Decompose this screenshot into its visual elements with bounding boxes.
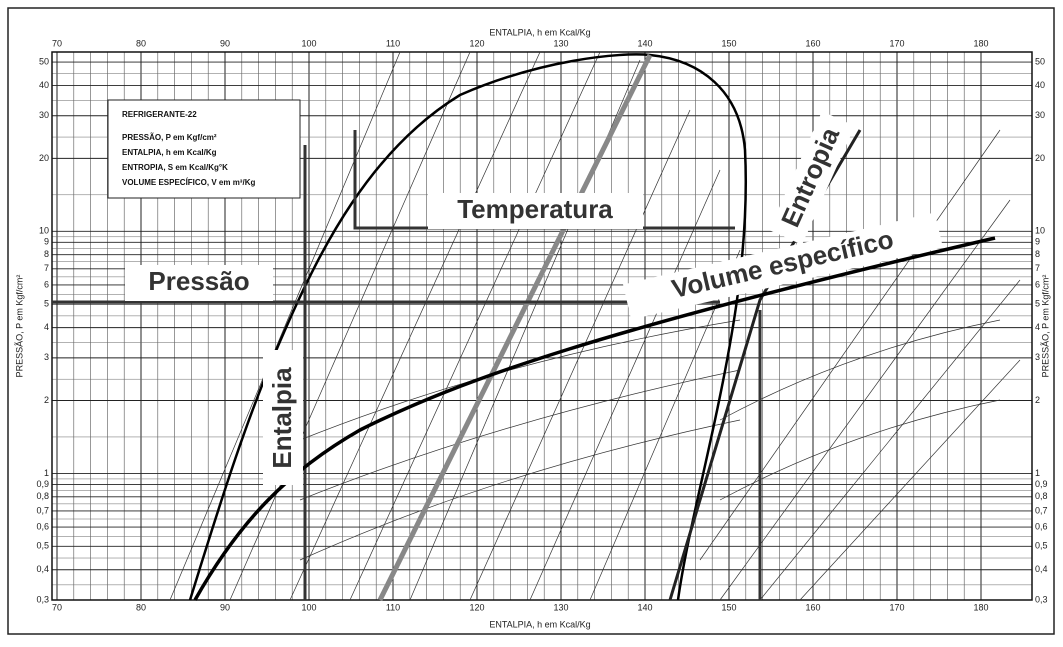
legend: REFRIGERANTE-22 PRESSÃO, P em Kgf/cm² ENTA… [122,110,255,187]
x-tick-label-bottom: 180 [973,602,988,612]
x-tick-label-top: 140 [637,38,652,48]
legend-item: PRESSÃO, P em Kgf/cm² [122,133,217,142]
y-tick-label-right: 3 [1035,352,1040,362]
y-tick-label-right: 9 [1035,237,1040,247]
x-tick-label-top: 110 [386,38,400,48]
y-tick-label-left: 0,6 [36,521,49,531]
temperature-label: Temperatura [457,194,613,224]
y-tick-label-right: 0,9 [1035,479,1048,489]
y-tick-label-left: 0,5 [36,541,49,551]
legend-item: ENTROPIA, S em Kcal/Kg°K [122,163,228,172]
x-axis-title-bottom: ENTALPIA, h em Kcal/Kg [489,619,590,629]
y-tick-label-right: 0,4 [1035,564,1048,574]
y-tick-label-left: 40 [39,80,49,90]
y-tick-label-left: 30 [39,110,49,120]
y-tick-label-left: 0,8 [36,491,49,501]
y-tick-label-left: 6 [44,279,49,289]
y-tick-label-left: 7 [44,263,49,273]
y-tick-label-left: 1 [44,468,49,478]
y-tick-label-left: 9 [44,237,49,247]
x-tick-label-top: 120 [469,38,484,48]
y-tick-label-right: 40 [1035,80,1045,90]
y-tick-label-right: 1 [1035,468,1040,478]
enthalpy-label: Entalpia [267,367,297,469]
volume-line [193,236,996,601]
y-tick-label-right: 2 [1035,395,1040,405]
x-tick-label-bottom: 160 [805,602,820,612]
y-tick-label-right: 20 [1035,153,1045,163]
y-tick-label-left: 20 [39,153,49,163]
label-bg [623,212,943,320]
y-tick-label-left: 0,9 [36,479,49,489]
x-tick-label-top: 70 [52,38,62,48]
x-tick-label-bottom: 90 [220,602,230,612]
y-tick-label-left: 3 [44,352,49,362]
x-tick-label-bottom: 140 [637,602,652,612]
x-axis-title-top: ENTALPIA, h em Kcal/Kg [489,27,590,37]
y-tick-label-right: 8 [1035,249,1040,259]
y-tick-label-right: 50 [1035,56,1045,66]
y-tick-label-right: 0,3 [1035,594,1048,604]
x-tick-label-bottom: 70 [52,602,62,612]
x-tick-label-bottom: 120 [469,602,484,612]
x-tick-label-bottom: 100 [301,602,316,612]
y-tick-label-left: 5 [44,299,49,309]
y-tick-label-left: 50 [39,56,49,66]
isotherm-highlight [377,53,653,602]
x-tick-label-top: 180 [973,38,988,48]
y-tick-label-right: 0,7 [1035,505,1048,515]
legend-title: REFRIGERANTE-22 [122,110,197,119]
y-tick-label-right: 0,8 [1035,491,1048,501]
x-tick-label-bottom: 110 [386,602,400,612]
background-curves [169,51,1021,601]
legend-item: ENTALPIA, h em Kcal/Kg [122,148,217,157]
label-bg [428,193,643,229]
y-tick-label-right: 30 [1035,110,1045,120]
y-tick-label-left: 8 [44,249,49,259]
x-tick-label-bottom: 170 [889,602,904,612]
y-tick-label-left: 2 [44,395,49,405]
y-tick-label-left: 0,7 [36,505,49,515]
y-tick-label-right: 0,6 [1035,521,1048,531]
y-tick-label-right: 0,5 [1035,541,1048,551]
legend-box [107,99,301,199]
x-tick-label-bottom: 80 [136,602,146,612]
saturation-dome [188,53,748,601]
legend-item: VOLUME ESPECÍFICO, V em m³/Kg [122,178,255,187]
x-tick-label-top: 150 [721,38,736,48]
y-tick-label-right: 5 [1035,299,1040,309]
x-tick-label-top: 130 [553,38,568,48]
y-tick-label-left: 4 [44,322,49,332]
y-tick-label-left: 10 [39,226,49,236]
pressure-label: Pressão [148,266,249,296]
x-tick-label-top: 170 [889,38,904,48]
x-tick-label-bottom: 150 [721,602,736,612]
y-tick-label-left: 0,4 [36,564,49,574]
x-tick-label-top: 160 [805,38,820,48]
y-tick-label-right: 6 [1035,279,1040,289]
y-tick-label-left: 0,3 [36,594,49,604]
label-bg [125,265,273,301]
y-tick-label-right: 7 [1035,263,1040,273]
y-tick-label-right: 4 [1035,322,1040,332]
x-tick-label-top: 100 [301,38,316,48]
x-tick-label-top: 90 [220,38,230,48]
y-axis-title-left: PRESSÃO, P em Kgf/cm² [14,275,24,378]
label-bg [769,111,855,245]
x-tick-label-bottom: 130 [553,602,568,612]
y-axis-title-right: PRESSÃO, P em Kgf/cm² [1040,275,1050,378]
plot-border [51,51,1033,601]
y-tick-label-right: 10 [1035,226,1045,236]
x-tick-label-top: 80 [136,38,146,48]
label-bg [263,350,303,485]
